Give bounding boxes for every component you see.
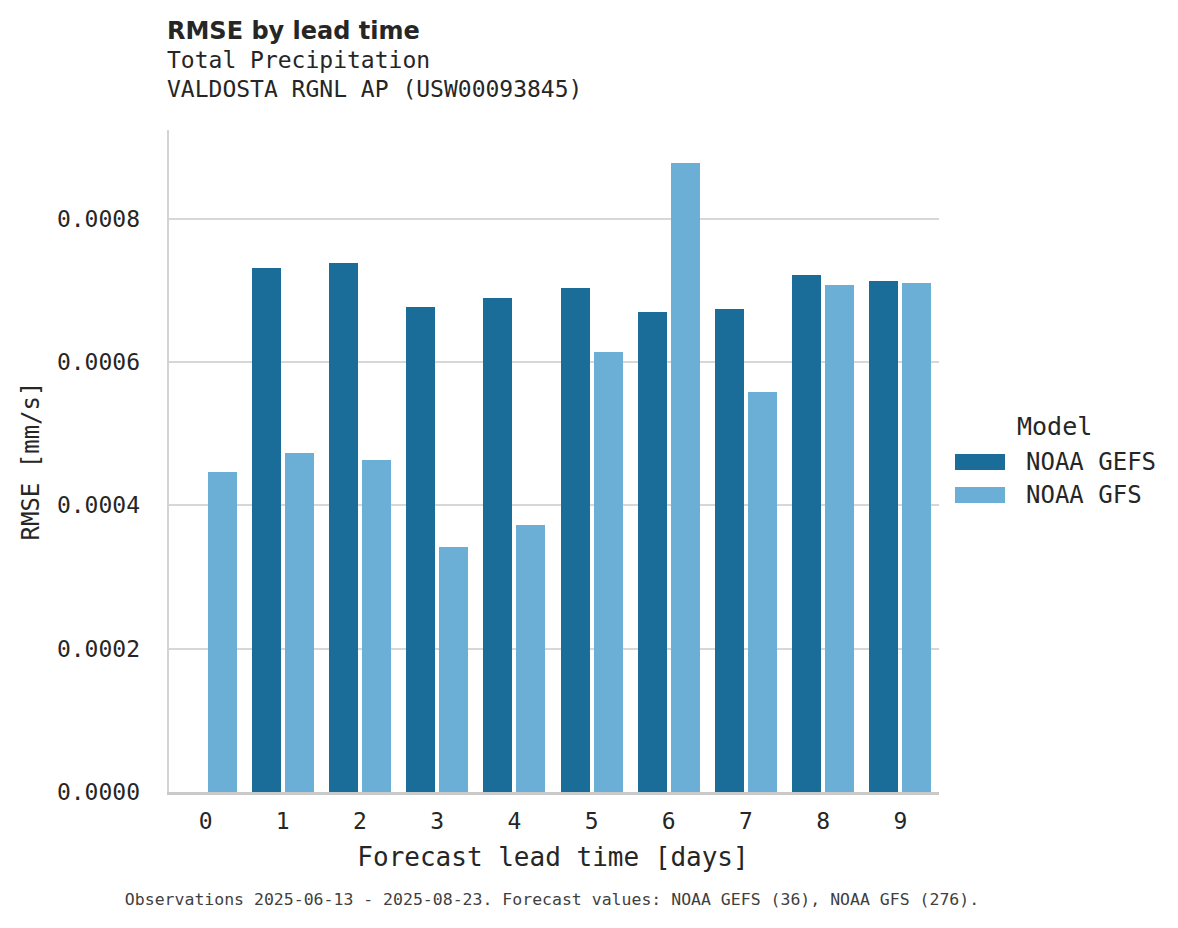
y-tick-label: 0.0000 bbox=[57, 781, 140, 804]
x-tick-label: 6 bbox=[662, 809, 676, 834]
x-tick-label: 7 bbox=[739, 809, 753, 834]
y-tick-label: 0.0006 bbox=[57, 351, 140, 374]
bar-noaa-gefs-lead-9 bbox=[869, 281, 898, 792]
legend-label-noaa-gfs: NOAA GFS bbox=[1026, 483, 1142, 507]
bar-noaa-gefs-lead-3 bbox=[406, 307, 435, 792]
bar-noaa-gfs-lead-5 bbox=[594, 352, 623, 792]
gridline-0.0006 bbox=[169, 361, 939, 363]
legend-label-noaa-gefs: NOAA GEFS bbox=[1026, 450, 1156, 474]
bar-noaa-gfs-lead-6 bbox=[671, 163, 700, 792]
x-tick-label: 4 bbox=[507, 809, 521, 834]
chart-page: { "chart_data": { "type": "bar", "title"… bbox=[0, 0, 1178, 928]
bar-noaa-gfs-lead-1 bbox=[285, 453, 314, 792]
bar-noaa-gefs-lead-1 bbox=[252, 268, 281, 792]
bar-noaa-gefs-lead-6 bbox=[638, 312, 667, 792]
y-axis-spine bbox=[167, 130, 169, 792]
bar-noaa-gfs-lead-4 bbox=[516, 525, 545, 792]
bar-noaa-gefs-lead-8 bbox=[792, 275, 821, 792]
x-axis-spine bbox=[167, 792, 939, 795]
bar-noaa-gfs-lead-2 bbox=[362, 460, 391, 792]
legend-title: Model bbox=[1017, 412, 1092, 441]
x-tick-label: 9 bbox=[893, 809, 907, 834]
caption: Observations 2025-06-13 - 2025-08-23. Fo… bbox=[125, 890, 979, 909]
legend-swatch-noaa-gfs bbox=[955, 487, 1005, 503]
bar-noaa-gfs-lead-3 bbox=[439, 547, 468, 792]
x-tick-label: 3 bbox=[430, 809, 444, 834]
x-tick-label: 5 bbox=[585, 809, 599, 834]
x-tick-label: 8 bbox=[816, 809, 830, 834]
chart-title: RMSE by lead time bbox=[167, 17, 420, 45]
bar-noaa-gefs-lead-7 bbox=[715, 309, 744, 792]
chart-subtitle-variable: Total Precipitation bbox=[167, 47, 430, 73]
bar-noaa-gfs-lead-8 bbox=[825, 285, 854, 792]
bar-noaa-gfs-lead-9 bbox=[902, 283, 931, 792]
chart-subtitle-station: VALDOSTA RGNL AP (USW00093845) bbox=[167, 76, 582, 102]
y-tick-label: 0.0008 bbox=[57, 207, 140, 230]
bar-noaa-gfs-lead-0 bbox=[208, 472, 237, 792]
bar-noaa-gfs-lead-7 bbox=[748, 392, 777, 792]
y-tick-label: 0.0002 bbox=[57, 637, 140, 660]
y-axis-title: RMSE [mm/s] bbox=[17, 382, 45, 541]
gridline-0.0008 bbox=[169, 218, 939, 220]
bar-noaa-gefs-lead-2 bbox=[329, 263, 358, 792]
plot-area: 0.00000.00020.00040.00060.00080123456789 bbox=[167, 130, 939, 792]
bar-noaa-gefs-lead-4 bbox=[483, 298, 512, 792]
x-axis-title: Forecast lead time [days] bbox=[357, 842, 748, 872]
bar-noaa-gefs-lead-5 bbox=[561, 288, 590, 792]
y-tick-label: 0.0004 bbox=[57, 494, 140, 517]
x-tick-label: 2 bbox=[353, 809, 367, 834]
x-tick-label: 1 bbox=[276, 809, 290, 834]
x-tick-label: 0 bbox=[199, 809, 213, 834]
legend-swatch-noaa-gefs bbox=[955, 454, 1005, 470]
